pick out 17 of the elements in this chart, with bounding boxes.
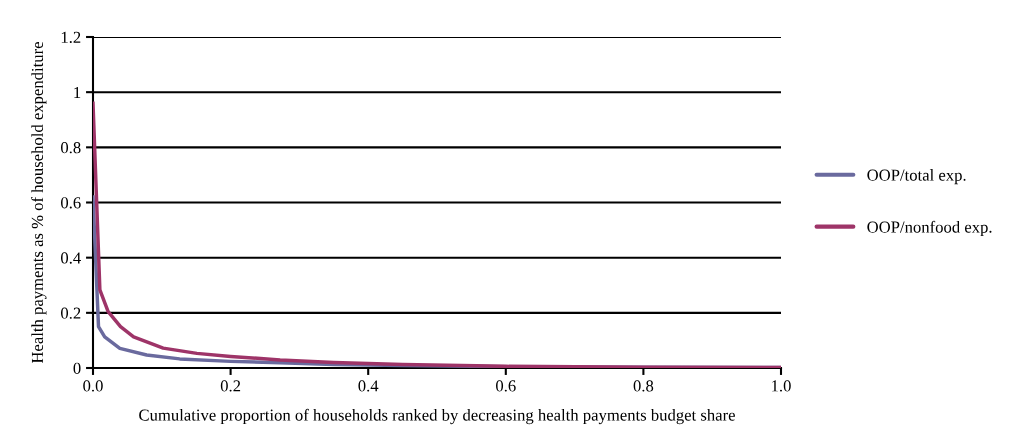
y-tick-label: 0.4 (61, 252, 81, 264)
x-axis-title: Cumulative proportion of households ranked by decreasing health payments budget share (139, 408, 735, 425)
x-tick-label: 0.2 (220, 380, 241, 392)
x-tick-label: 0.8 (633, 380, 654, 392)
x-tick-label: 0.0 (83, 380, 103, 392)
x-tick-label: 1.0 (772, 380, 791, 392)
x-tick-label: 0.6 (496, 380, 516, 392)
y-tick-label: 0.2 (61, 307, 81, 319)
legend-label: OOP/nonfood exp. (867, 220, 992, 237)
y-tick-label: 0.6 (61, 197, 81, 209)
y-axis-title: Health payments as % of household expenditure (31, 42, 47, 364)
y-tick-label: 1 (74, 86, 81, 98)
y-tick-label: 0 (73, 362, 81, 374)
y-tick-label: 1.2 (61, 31, 81, 44)
y-tick-label: 0.8 (61, 142, 81, 154)
legend-label: OOP/total exp. (867, 169, 966, 185)
x-tick-label: 0.4 (358, 380, 379, 392)
